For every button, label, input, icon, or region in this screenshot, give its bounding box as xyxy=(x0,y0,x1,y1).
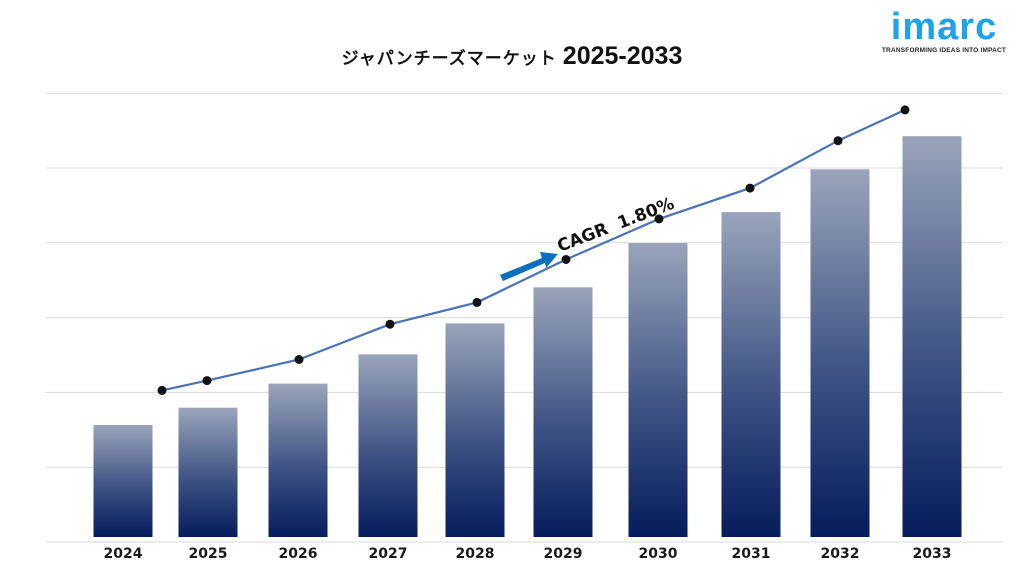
bar-2028 xyxy=(445,323,505,537)
x-label-2031: 2031 xyxy=(732,546,771,562)
trend-line xyxy=(157,105,910,395)
trend-marker-2029 xyxy=(561,255,571,264)
x-label-2026: 2026 xyxy=(279,546,318,562)
bar-2031 xyxy=(721,212,781,537)
trend-polyline xyxy=(161,108,906,392)
chart-title-japanese: ジャパンチーズマーケット xyxy=(341,49,557,69)
logo-brand: imarc xyxy=(890,6,998,48)
trend-marker-2026 xyxy=(294,355,304,364)
trend-marker-2024 xyxy=(157,385,167,395)
x-label-2025: 2025 xyxy=(189,546,228,562)
bar-2027 xyxy=(358,354,418,537)
x-label-2027: 2027 xyxy=(369,546,408,562)
chart-title: ジャパンチーズマーケット 2025-2033 xyxy=(0,42,1024,71)
trend-marker-2030 xyxy=(654,214,664,224)
x-label-2033: 2033 xyxy=(913,546,952,562)
x-axis-labels: 2024 2025 2026 2027 2028 2029 2030 2031 2032 2033 xyxy=(104,546,952,562)
bar-2025 xyxy=(178,407,238,537)
x-label-2029: 2029 xyxy=(544,546,583,562)
arrow-icon xyxy=(500,252,558,281)
trend-marker-2031 xyxy=(745,183,755,193)
x-label-2028: 2028 xyxy=(456,546,495,562)
bar-2026 xyxy=(268,383,328,537)
bar-2032 xyxy=(810,169,870,538)
bars xyxy=(93,136,962,538)
imarc-logo: imarc TRANSFORMING IDEAS INTO IMPACT xyxy=(874,8,1014,54)
logo-tagline: TRANSFORMING IDEAS INTO IMPACT xyxy=(881,47,1007,54)
trend-marker-2028 xyxy=(472,297,482,307)
trend-marker-2033 xyxy=(900,105,910,115)
x-label-2024: 2024 xyxy=(104,546,143,562)
chart-title-years: 2025-2033 xyxy=(562,42,683,70)
bar-2029 xyxy=(533,287,593,537)
bar-2033 xyxy=(902,136,962,537)
bar-2024 xyxy=(93,425,153,537)
trend-marker-2032 xyxy=(833,136,843,146)
trend-marker-2027 xyxy=(385,319,395,329)
x-label-2032: 2032 xyxy=(821,546,860,562)
trend-marker-2025 xyxy=(202,376,212,386)
x-label-2030: 2030 xyxy=(639,546,678,562)
bar-2030 xyxy=(628,243,688,537)
